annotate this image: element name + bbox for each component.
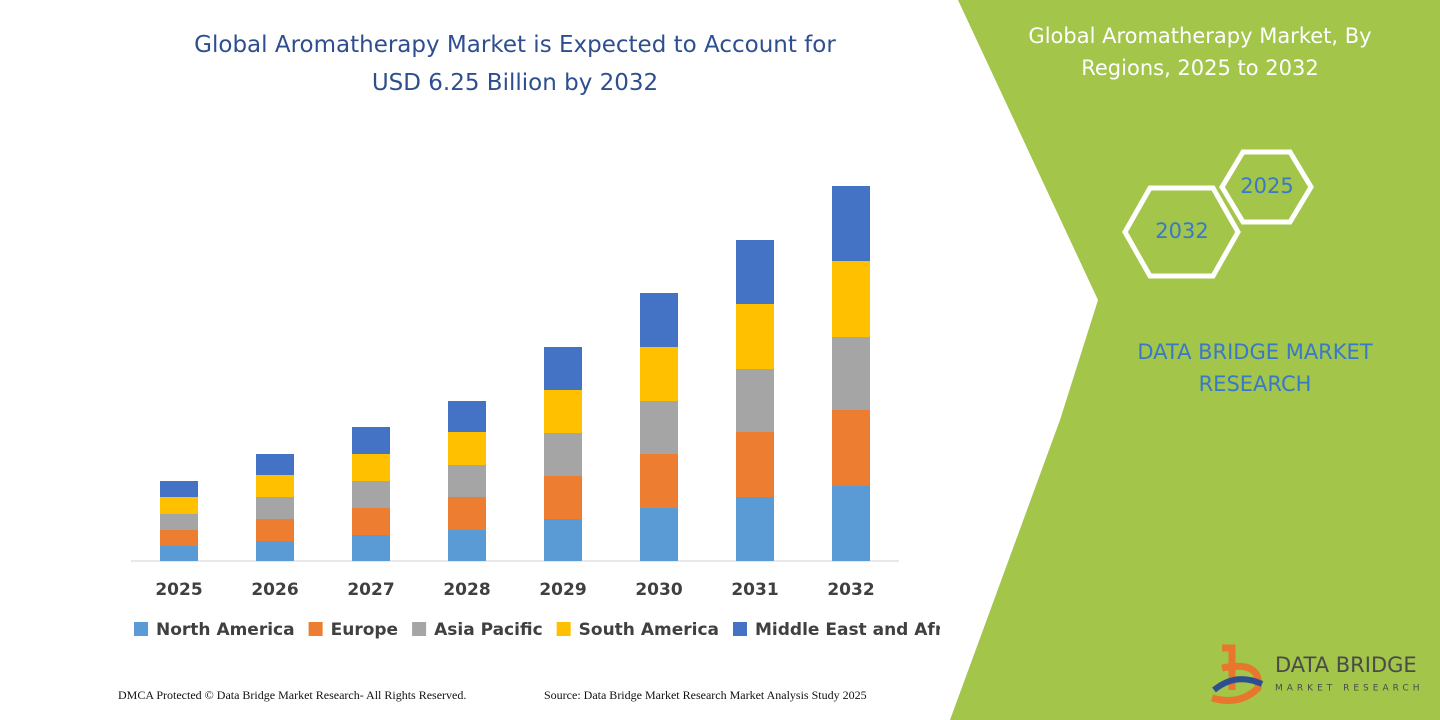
hexagon	[1219, 149, 1314, 225]
bar-segment	[160, 546, 198, 561]
bar-segment	[160, 481, 198, 497]
bar-segment	[160, 497, 198, 514]
x-tick-label: 2025	[155, 580, 202, 600]
bar-segment	[448, 432, 486, 465]
side-panel	[950, 0, 1440, 720]
bar-segment	[160, 514, 198, 530]
logo-name: DATA BRIDGE	[1275, 653, 1417, 677]
bar-segment	[352, 427, 390, 454]
x-tick-label: 2032	[827, 580, 874, 600]
bar-segment	[448, 530, 486, 561]
hexagon-label: 2025	[1240, 174, 1293, 198]
bar-segment	[544, 390, 582, 433]
bar-segment	[352, 535, 390, 561]
bar-segment	[736, 432, 774, 497]
bar-segment	[352, 508, 390, 535]
bar-segment	[256, 541, 294, 561]
logo-icon	[1211, 644, 1262, 704]
chart: 2025 2026 2027 2028 2029 2030 2031 2032 North Am…	[131, 186, 940, 640]
bar-segment	[256, 454, 294, 475]
logo-tagline: MARKET RESEARCH	[1275, 684, 1423, 694]
bar-segment	[544, 476, 582, 519]
bar-segment	[256, 497, 294, 519]
hexagon	[1122, 185, 1241, 279]
legend-swatch	[556, 622, 571, 636]
bar-segment	[544, 519, 582, 561]
x-tick-label: 2026	[251, 580, 298, 600]
legend-label: South America	[579, 620, 719, 640]
bar-segment	[160, 530, 198, 546]
bar-segment	[256, 475, 294, 497]
bar-segment	[736, 369, 774, 432]
bar-segment	[736, 304, 774, 369]
bar-segment	[640, 454, 678, 508]
legend-swatch	[733, 622, 747, 636]
x-tick-label: 2030	[635, 580, 682, 600]
legend-label: North America	[156, 620, 295, 640]
bar-segment	[544, 347, 582, 390]
bar-segment	[832, 261, 870, 337]
source: Source: Data Bridge Market Research Mark…	[544, 688, 867, 702]
bar-segment	[448, 401, 486, 432]
panel-brand: DATA BRIDGE MARKET RESEARCH	[1137, 340, 1373, 396]
bar-segment	[640, 347, 678, 401]
bar-segment	[640, 401, 678, 454]
bar-segment	[832, 186, 870, 261]
bar-segment	[832, 337, 870, 410]
bar-segment	[640, 508, 678, 561]
copyright: DMCA Protected © Data Bridge Market Rese…	[118, 688, 467, 702]
panel-title: Global Aromatherapy Market, By Regions, …	[1028, 24, 1372, 80]
legend-swatch	[412, 622, 427, 636]
bar-segment	[448, 497, 486, 530]
bar-segment	[832, 410, 870, 486]
x-tick-label: 2031	[731, 580, 778, 600]
x-tick-label: 2027	[347, 580, 394, 600]
legend-swatch	[308, 622, 323, 636]
legend-label: Middle East and Africa	[755, 620, 940, 640]
bar-segment	[640, 293, 678, 347]
x-tick-label: 2029	[539, 580, 586, 600]
x-tick-label: 2028	[443, 580, 490, 600]
bar-segment	[736, 497, 774, 561]
legend-swatch	[134, 622, 148, 636]
bar-segment	[256, 519, 294, 541]
bar-segment	[832, 486, 870, 561]
bar-segment	[352, 454, 390, 481]
legend-label: Europe	[331, 620, 398, 640]
bar-segment	[448, 465, 486, 497]
bar-segment	[736, 240, 774, 304]
bar-segment	[352, 481, 390, 508]
chart-title: Global Aromatherapy Market is Expected t…	[194, 32, 836, 96]
bar-segment	[544, 433, 582, 476]
logo-icon	[1212, 676, 1264, 693]
hexagon-label: 2032	[1155, 219, 1208, 243]
legend-label: Asia Pacific	[434, 620, 543, 640]
